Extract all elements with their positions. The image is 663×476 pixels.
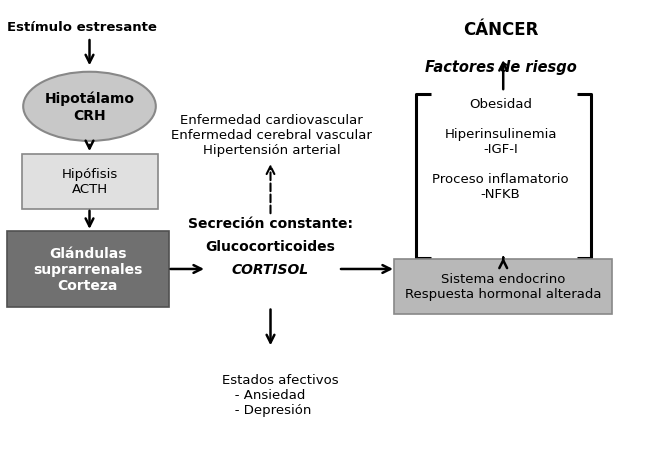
Text: Estímulo estresante: Estímulo estresante [7,21,156,34]
Text: Sistema endocrino
Respuesta hormonal alterada: Sistema endocrino Respuesta hormonal alt… [405,273,601,301]
Text: CORTISOL: CORTISOL [232,262,309,276]
Text: Estados afectivos
   - Ansiedad
   - Depresión: Estados afectivos - Ansiedad - Depresión [222,374,339,416]
Ellipse shape [23,73,156,142]
Text: Obesidad

Hiperinsulinemia
-IGF-I

Proceso inflamatorio
-NFKB: Obesidad Hiperinsulinemia -IGF-I Proceso… [432,98,569,200]
FancyBboxPatch shape [7,232,169,307]
Text: Hipófisis
ACTH: Hipófisis ACTH [62,168,118,196]
FancyBboxPatch shape [394,259,612,314]
Text: CÁNCER: CÁNCER [463,21,538,40]
Text: Glándulas
suprarrenales
Corteza: Glándulas suprarrenales Corteza [33,246,143,293]
Text: Hipotálamo
CRH: Hipotálamo CRH [44,92,135,122]
Text: Secreción constante:: Secreción constante: [188,217,353,230]
Text: Glucocorticoides: Glucocorticoides [206,239,335,253]
FancyBboxPatch shape [22,155,158,209]
Text: Factores de riesgo: Factores de riesgo [425,60,576,74]
Text: Enfermedad cardiovascular
Enfermedad cerebral vascular
Hipertensión arterial: Enfermedad cardiovascular Enfermedad cer… [172,114,372,157]
